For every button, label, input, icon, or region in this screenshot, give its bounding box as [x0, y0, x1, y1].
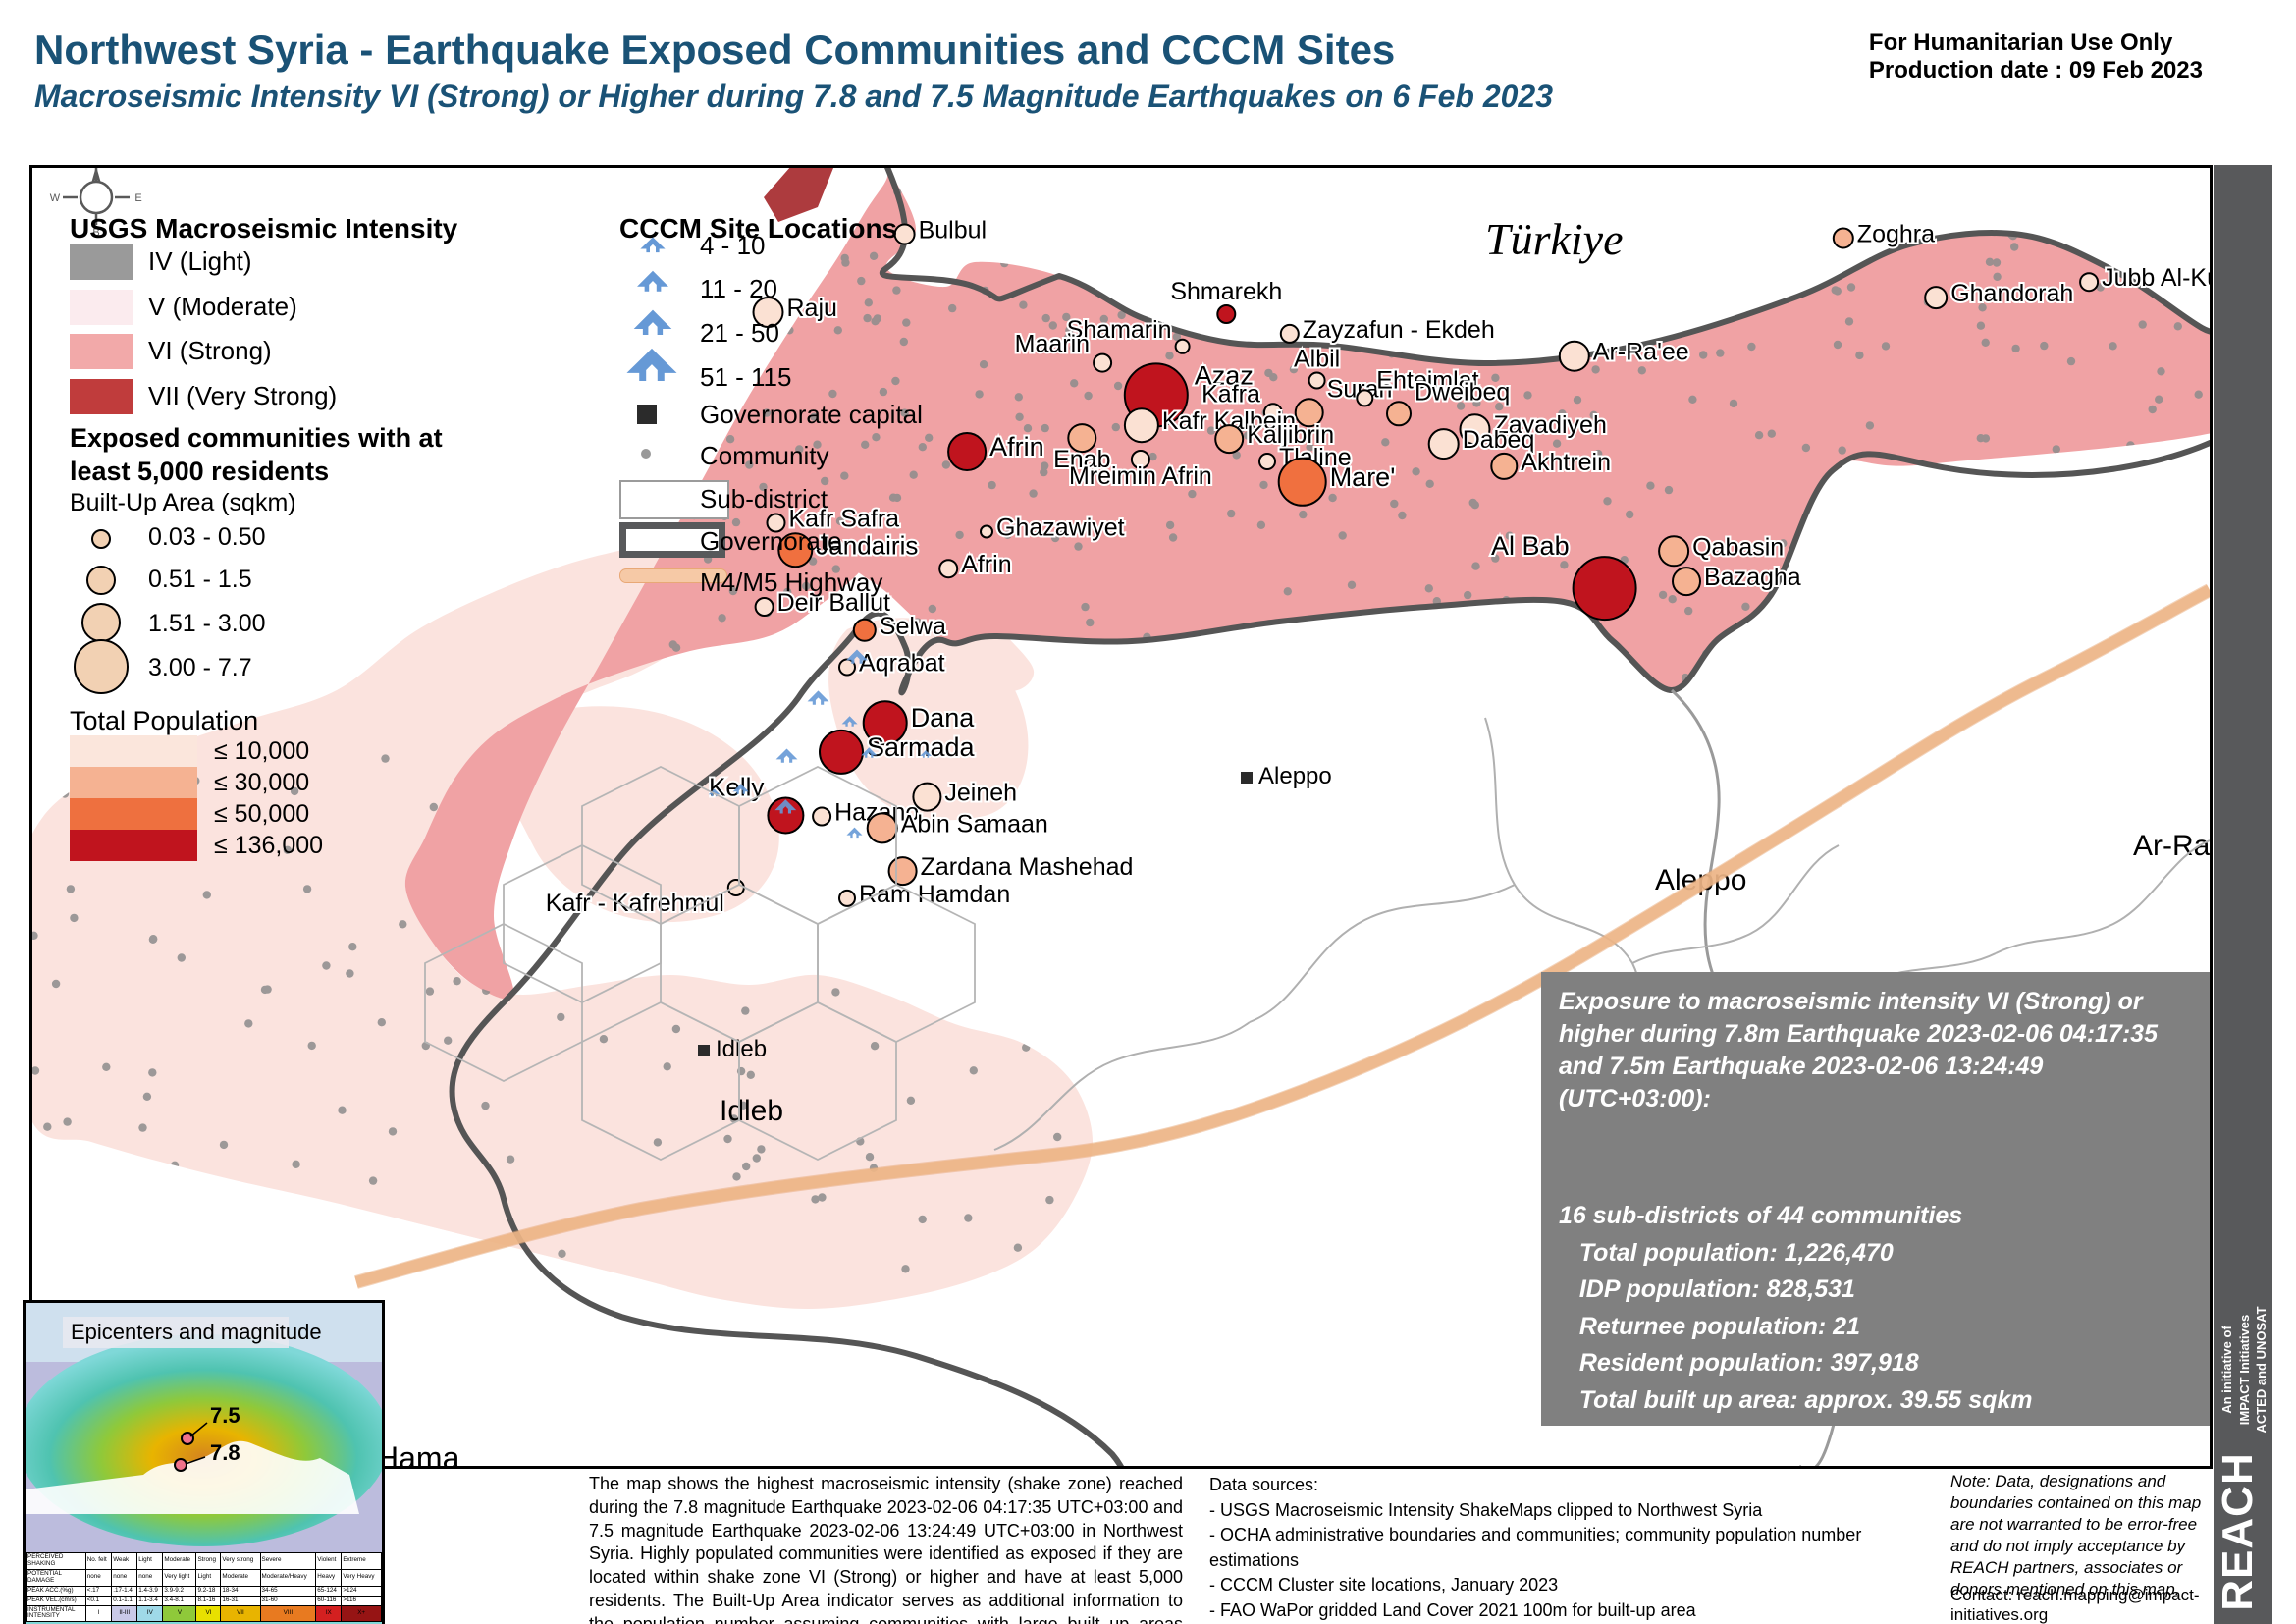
- svg-text:Hama: Hama: [376, 1440, 460, 1466]
- svg-text:7.5: 7.5: [210, 1403, 240, 1428]
- svg-text:Ghandorah: Ghandorah: [1950, 280, 2073, 307]
- svg-text:Bulbul: Bulbul: [919, 217, 988, 244]
- svg-text:Abin Samaan: Abin Samaan: [901, 810, 1048, 838]
- svg-text:Aleppo: Aleppo: [1258, 763, 1332, 789]
- svg-text:Zoghra: Zoghra: [1857, 221, 1935, 248]
- svg-text:7.8: 7.8: [210, 1440, 240, 1465]
- svg-text:Jeineh: Jeineh: [944, 780, 1017, 807]
- svg-text:Dweibeq: Dweibeq: [1415, 378, 1510, 406]
- svg-text:Zayzafun - Ekdeh: Zayzafun - Ekdeh: [1303, 316, 1495, 344]
- svg-text:W: W: [50, 192, 61, 204]
- svg-text:Mreimin Afrin: Mreimin Afrin: [1069, 462, 1212, 490]
- svg-text:Selwa: Selwa: [880, 613, 946, 640]
- svg-text:Aqrabat: Aqrabat: [859, 650, 945, 677]
- svg-text:Zardana Mashehad: Zardana Mashehad: [921, 853, 1134, 881]
- svg-text:Kafr - Kafrehmul: Kafr - Kafrehmul: [546, 890, 724, 917]
- svg-text:Al Bab: Al Bab: [1491, 531, 1570, 561]
- svg-text:Albil: Albil: [1294, 346, 1340, 373]
- svg-text:Akhtrein: Akhtrein: [1521, 449, 1611, 476]
- svg-text:Türkiye: Türkiye: [1485, 214, 1624, 264]
- svg-text:Bazagha: Bazagha: [1704, 564, 1801, 591]
- svg-text:Mare': Mare': [1330, 462, 1396, 492]
- svg-text:Raju: Raju: [787, 295, 837, 322]
- svg-text:Shmarekh: Shmarekh: [1170, 278, 1282, 305]
- svg-text:Idleb: Idleb: [720, 1095, 783, 1127]
- svg-text:Afrin: Afrin: [961, 551, 1011, 578]
- svg-text:Afrin: Afrin: [989, 432, 1044, 461]
- svg-text:Kafra: Kafra: [1201, 380, 1260, 407]
- svg-text:Maarin: Maarin: [1015, 331, 1090, 358]
- svg-text:Dana: Dana: [911, 703, 976, 732]
- svg-text:Ar-Ra'ee: Ar-Ra'ee: [1593, 339, 1689, 366]
- svg-text:E: E: [134, 192, 141, 204]
- svg-text:Epicenters and magnitude: Epicenters and magnitude: [71, 1320, 322, 1344]
- svg-text:Qabasin: Qabasin: [1692, 533, 1784, 561]
- svg-text:Sarmada: Sarmada: [867, 732, 976, 762]
- svg-text:Jubb Al-Kusa: Jubb Al-Kusa: [2102, 264, 2210, 292]
- svg-text:Ghazawiyet: Ghazawiyet: [996, 514, 1125, 542]
